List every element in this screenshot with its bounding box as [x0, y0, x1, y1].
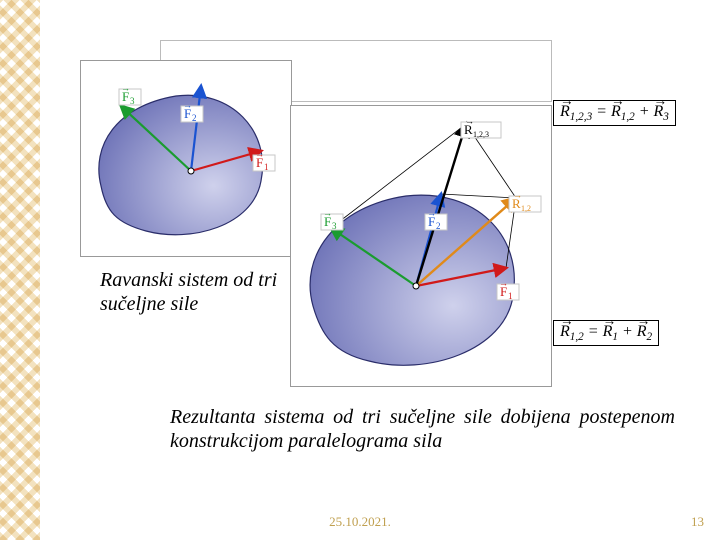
- origin-point: [188, 168, 194, 174]
- equation-1: R1,2,3 = R1,2 + R3: [553, 100, 676, 126]
- label-r12: R 1,2 →: [509, 190, 541, 213]
- diagram-1-svg: F 1 → F 2 → F 3 →: [81, 61, 291, 256]
- svg-text:2: 2: [436, 221, 441, 231]
- eq1-b-sub: 3: [663, 111, 669, 123]
- svg-text:→: →: [465, 116, 474, 126]
- svg-text:→: →: [323, 208, 332, 218]
- eq1-b: R: [654, 103, 664, 120]
- svg-text:2: 2: [192, 113, 197, 123]
- diagram-2-svg: F 1 → F 2 → F 3 → R 1,2 → R 1,2,3 →: [291, 106, 551, 386]
- eq2-b-sub: 2: [647, 331, 653, 343]
- label-r123: R 1,2,3 →: [461, 116, 501, 139]
- eq1-a: R: [611, 103, 621, 120]
- eq2-lhs-sub: 1,2: [570, 331, 584, 343]
- eq2-b: R: [637, 323, 647, 340]
- svg-text:3: 3: [332, 221, 337, 231]
- svg-text:→: →: [513, 190, 522, 200]
- label-f1: F 1 →: [253, 149, 275, 172]
- eq1-lhs: R: [560, 103, 570, 120]
- caption-2: Rezultanta sistema od tri sučeljne sile …: [170, 405, 675, 453]
- eq2-a: R: [603, 323, 613, 340]
- origin-point-2: [413, 283, 419, 289]
- eq1-a-sub: 1,2: [621, 111, 635, 123]
- footer-date: 25.10.2021.: [0, 514, 720, 530]
- label-f3-2: F 3 →: [321, 208, 343, 231]
- label-f3: F 3 →: [119, 83, 141, 106]
- svg-text:1: 1: [264, 162, 269, 172]
- eq2-lhs: R: [560, 323, 570, 340]
- diagram-2: F 1 → F 2 → F 3 → R 1,2 → R 1,2,3 →: [290, 105, 552, 387]
- diagram-1: F 1 → F 2 → F 3 →: [80, 60, 292, 257]
- eq2-a-sub: 1: [612, 331, 618, 343]
- svg-text:→: →: [499, 278, 508, 288]
- page-number: 13: [691, 514, 704, 530]
- svg-text:1: 1: [508, 291, 513, 301]
- svg-text:→: →: [427, 208, 436, 218]
- svg-text:1,2,3: 1,2,3: [473, 130, 489, 139]
- side-pattern: [0, 0, 40, 540]
- eq1-lhs-sub: 1,2,3: [570, 111, 592, 123]
- svg-text:→: →: [255, 149, 264, 159]
- equation-2: R1,2 = R1 + R2: [553, 320, 659, 346]
- svg-text:1,2: 1,2: [521, 204, 531, 213]
- svg-text:→: →: [121, 83, 130, 93]
- caption-1: Ravanski sistem od tri sučeljne sile: [100, 268, 300, 316]
- svg-text:→: →: [183, 100, 192, 110]
- svg-text:3: 3: [130, 96, 135, 106]
